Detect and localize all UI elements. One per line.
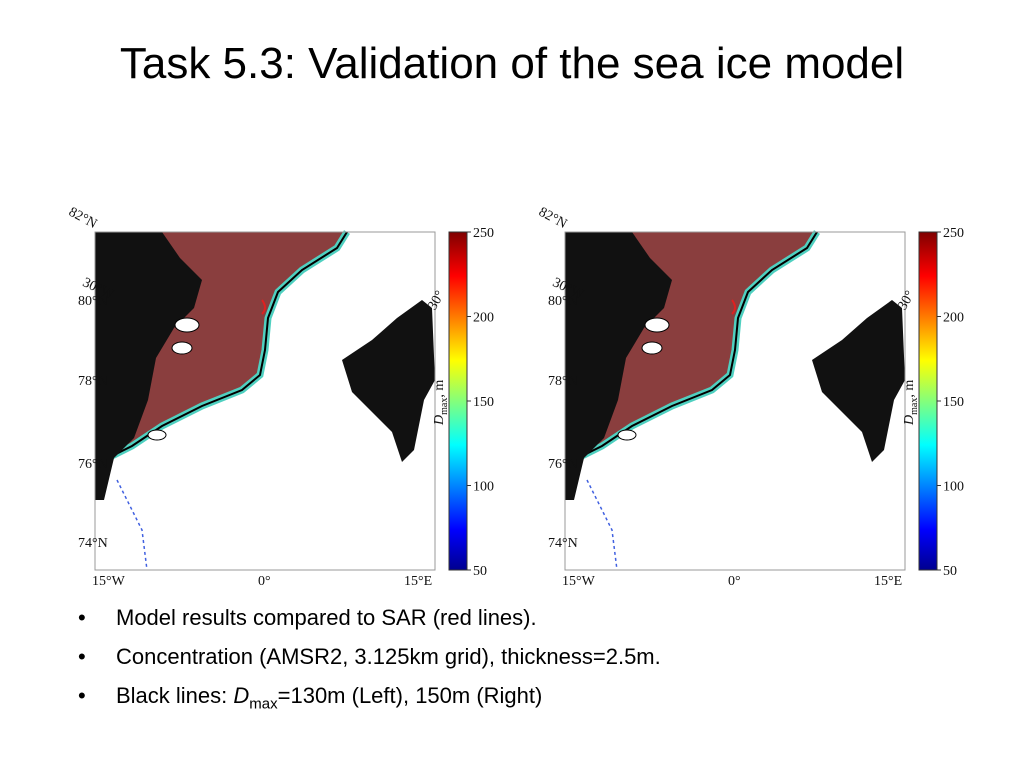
colorbar-tick-label: 50 bbox=[473, 564, 487, 579]
bullet-sub: max bbox=[249, 695, 278, 713]
lon-label: 15°E bbox=[874, 574, 902, 589]
colorbar-label-unit: , m bbox=[902, 380, 917, 398]
colorbar-tick-label: 150 bbox=[943, 395, 964, 410]
colorbar bbox=[448, 231, 468, 571]
lon-label: 15°W bbox=[562, 574, 596, 589]
lat-label: 74°N bbox=[78, 536, 108, 551]
lat-label: 76°N bbox=[78, 457, 108, 472]
colorbar-label-symbol: D bbox=[902, 415, 917, 426]
colorbar bbox=[918, 231, 938, 571]
colorbar-label-sub: max bbox=[439, 398, 450, 415]
lon-label: 15°E bbox=[404, 574, 432, 589]
bullet-symbol: D bbox=[233, 683, 250, 708]
maps: 82°N80°N78°N76°N74°N30°W 30°15°W 0° 15°E250… bbox=[52, 200, 992, 598]
lat-label: 76°N bbox=[548, 457, 578, 472]
map-panel: 82°N80°N78°N76°N74°N30°W 30°15°W 0° 15°E250… bbox=[66, 205, 494, 589]
bullet-text: =130m (Left), 150m (Right) bbox=[277, 683, 543, 708]
colorbar-tick-label: 250 bbox=[473, 226, 494, 241]
bullet-list: Model results compared to SAR (red lines… bbox=[78, 598, 661, 723]
colorbar-label: Dmax, m bbox=[902, 380, 920, 426]
bullet: Black lines: Dmax=130m (Left), 150m (Rig… bbox=[78, 676, 661, 723]
slide-title: Task 5.3: Validation of the sea ice mode… bbox=[119, 39, 905, 88]
colorbar-label: Dmax, m bbox=[432, 380, 450, 426]
lat-label: 74°N bbox=[548, 536, 578, 551]
colorbar-tick-label: 200 bbox=[473, 311, 494, 326]
colorbar-tick-label: 250 bbox=[943, 226, 964, 241]
colorbar-tick-label: 50 bbox=[943, 564, 957, 579]
bullet: Concentration (AMSR2, 3.125km grid), thi… bbox=[78, 637, 661, 676]
lat-label: 80°N bbox=[548, 294, 578, 309]
colorbar-label-sub: max bbox=[909, 398, 920, 415]
colorbar-label-unit: , m bbox=[432, 380, 447, 398]
lon-label: 0° bbox=[728, 574, 741, 589]
colorbar-tick-label: 200 bbox=[943, 311, 964, 326]
lat-label: 78°N bbox=[78, 374, 108, 389]
lon-label: 15°W bbox=[92, 574, 126, 589]
lon-label: 0° bbox=[258, 574, 271, 589]
bullet: Model results compared to SAR (red lines… bbox=[78, 598, 661, 637]
lat-label: 78°N bbox=[548, 374, 578, 389]
colorbar-tick-label: 100 bbox=[943, 480, 964, 495]
colorbar-tick-label: 100 bbox=[473, 480, 494, 495]
colorbar-tick-label: 150 bbox=[473, 395, 494, 410]
colorbar-label-symbol: D bbox=[432, 415, 447, 426]
lat-label: 80°N bbox=[78, 294, 108, 309]
bullet-text: Black lines: bbox=[116, 683, 234, 708]
